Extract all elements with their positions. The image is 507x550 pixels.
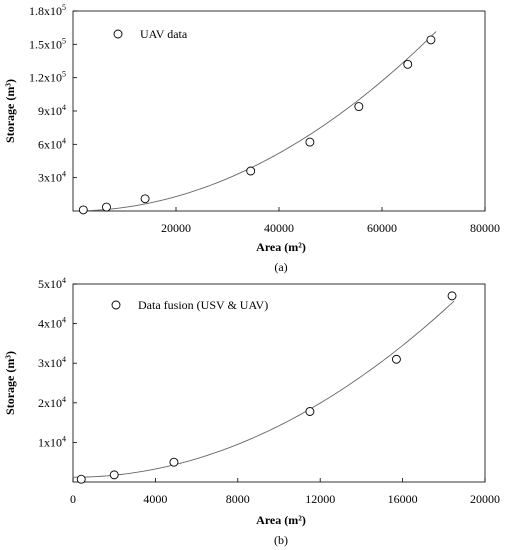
x-axis-title: Area (m²) — [256, 513, 306, 527]
data-point — [76, 474, 86, 484]
panel-caption: (a) — [274, 260, 287, 274]
x-tick-label: 20000 — [161, 221, 191, 235]
data-point — [78, 205, 88, 215]
legend-marker — [111, 300, 121, 310]
data-point — [140, 194, 150, 204]
y-tick-label: 6x104 — [38, 136, 66, 151]
y-tick-label: 5x104 — [38, 276, 66, 291]
y-tick-label: 3x104 — [38, 355, 66, 370]
x-tick-label: 80000 — [470, 221, 500, 235]
y-tick-label: 2x104 — [38, 395, 66, 410]
data-point — [169, 457, 179, 467]
y-tick-label: 3x104 — [38, 170, 66, 185]
x-tick-label: 4000 — [143, 492, 167, 506]
data-point — [447, 291, 457, 301]
x-tick-label: 60000 — [367, 221, 397, 235]
x-tick-label: 12000 — [305, 492, 335, 506]
y-axis-title: Storage (m³) — [3, 351, 17, 415]
y-tick-label: 4x104 — [38, 316, 66, 331]
fit-curve — [72, 300, 455, 478]
chart-panel-0: 20000 40000 60000 80000 3x104 6x104 9x104 1.2x1… — [3, 3, 500, 274]
data-point — [391, 354, 401, 364]
fit-curve — [83, 31, 437, 212]
legend-marker — [113, 29, 123, 39]
data-point — [246, 166, 256, 176]
x-tick-label: 0 — [70, 492, 76, 506]
y-tick-label: 1.5x105 — [29, 36, 66, 51]
panel-caption: (b) — [274, 533, 288, 547]
data-point — [403, 59, 413, 69]
data-point — [426, 35, 436, 45]
x-axis-title: Area (m²) — [256, 240, 306, 254]
legend-label: UAV data — [140, 27, 188, 41]
data-point — [305, 137, 315, 147]
y-tick-label: 9x104 — [38, 103, 66, 118]
data-point — [305, 407, 315, 416]
chart-panel-1: 0 4000 8000 12000 16000 20000 1x104 2x104 3x104 4… — [3, 276, 500, 547]
x-tick-label: 16000 — [388, 492, 418, 506]
x-tick-label: 8000 — [226, 492, 250, 506]
x-tick-label: 20000 — [470, 492, 500, 506]
y-tick-label: 1.8x105 — [29, 3, 66, 18]
y-tick-label: 1x104 — [38, 434, 66, 449]
y-tick-label: 1.2x105 — [29, 70, 66, 85]
plot-frame — [72, 10, 486, 212]
data-point — [109, 470, 119, 480]
data-point — [102, 202, 111, 212]
plot-frame — [72, 283, 486, 483]
y-axis-title: Storage (m³) — [3, 79, 17, 143]
data-point — [354, 102, 364, 112]
legend-label: Data fusion (USV & UAV) — [138, 298, 268, 312]
x-tick-label: 40000 — [264, 221, 294, 235]
